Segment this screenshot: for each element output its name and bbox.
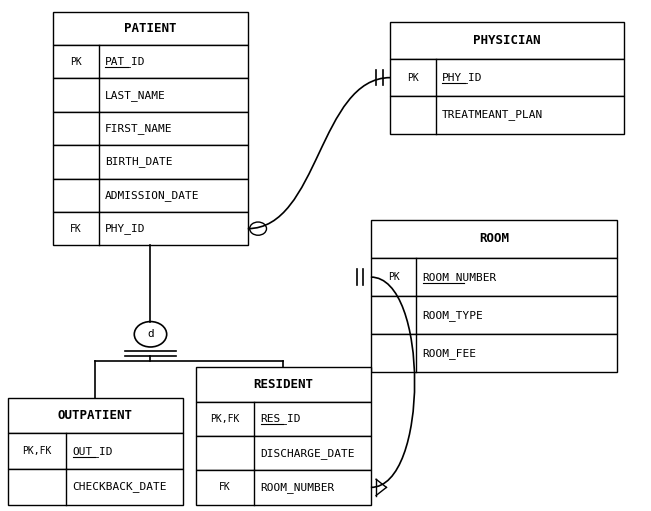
- Text: ROOM_FEE: ROOM_FEE: [422, 348, 477, 359]
- Text: CHECKBACK_DATE: CHECKBACK_DATE: [73, 481, 167, 492]
- Text: d: d: [147, 329, 154, 339]
- Text: PHY_ID: PHY_ID: [105, 223, 146, 234]
- Bar: [196, 402, 371, 436]
- Text: ROOM: ROOM: [479, 233, 509, 245]
- Bar: [8, 433, 183, 469]
- Text: PK,FK: PK,FK: [210, 414, 240, 424]
- Bar: [53, 178, 248, 212]
- Text: PHY_ID: PHY_ID: [442, 72, 482, 83]
- Text: FK: FK: [219, 482, 231, 493]
- Text: ROOM_NUMBER: ROOM_NUMBER: [422, 272, 497, 283]
- Text: LAST_NAME: LAST_NAME: [105, 89, 166, 101]
- Text: OUT_ID: OUT_ID: [73, 446, 113, 457]
- Bar: [8, 469, 183, 504]
- Bar: [196, 470, 371, 504]
- Bar: [53, 12, 248, 45]
- Text: PK: PK: [70, 57, 82, 66]
- Bar: [371, 296, 617, 334]
- Bar: [53, 78, 248, 112]
- Text: PHYSICIAN: PHYSICIAN: [473, 34, 541, 47]
- Text: TREATMEANT_PLAN: TREATMEANT_PLAN: [442, 109, 544, 121]
- Text: RES_ID: RES_ID: [260, 413, 301, 424]
- Bar: [196, 367, 371, 402]
- Bar: [391, 22, 624, 59]
- Bar: [53, 212, 248, 245]
- Text: ROOM_TYPE: ROOM_TYPE: [422, 310, 484, 321]
- Bar: [391, 59, 624, 96]
- Text: RESIDENT: RESIDENT: [253, 378, 313, 391]
- Text: ROOM_NUMBER: ROOM_NUMBER: [260, 482, 335, 493]
- Text: PK: PK: [388, 272, 400, 282]
- Text: ADMISSION_DATE: ADMISSION_DATE: [105, 190, 200, 201]
- Text: PAT_ID: PAT_ID: [105, 56, 146, 67]
- Bar: [371, 220, 617, 258]
- Bar: [53, 112, 248, 145]
- Text: PATIENT: PATIENT: [124, 22, 176, 35]
- Bar: [8, 398, 183, 433]
- Bar: [371, 258, 617, 296]
- Text: OUTPATIENT: OUTPATIENT: [58, 409, 133, 422]
- Bar: [391, 96, 624, 133]
- Text: BIRTH_DATE: BIRTH_DATE: [105, 156, 173, 167]
- Text: PK: PK: [407, 73, 419, 83]
- Bar: [371, 334, 617, 373]
- Text: FIRST_NAME: FIRST_NAME: [105, 123, 173, 134]
- Bar: [53, 145, 248, 178]
- Bar: [196, 436, 371, 470]
- Text: DISCHARGE_DATE: DISCHARGE_DATE: [260, 448, 355, 458]
- Text: FK: FK: [70, 224, 82, 234]
- Text: PK,FK: PK,FK: [22, 446, 51, 456]
- Bar: [53, 45, 248, 78]
